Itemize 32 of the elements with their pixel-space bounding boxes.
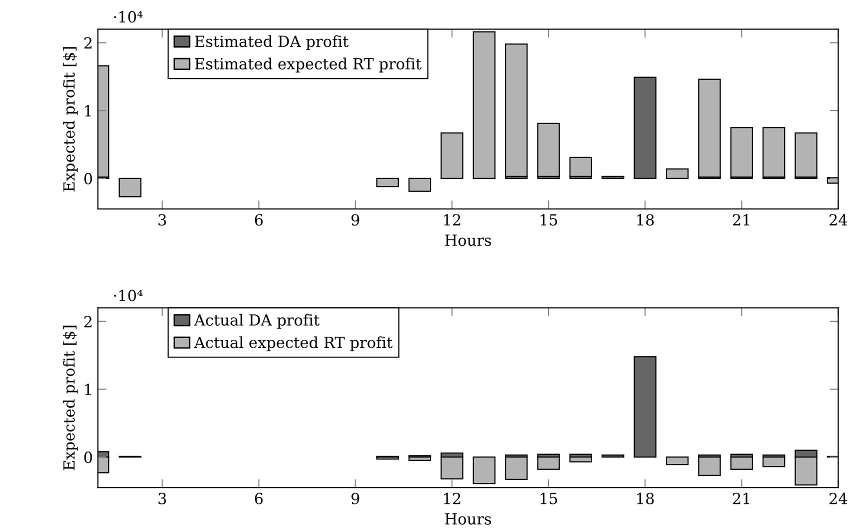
- legend-label: Estimated expected RT profit: [195, 58, 422, 72]
- text: ·10⁴: [114, 290, 143, 302]
- x-tick-label: 12: [444, 214, 460, 226]
- x-tick-label: 15: [540, 214, 558, 226]
- x-tick-label: 21: [732, 492, 750, 504]
- x-tick-label: 24: [830, 492, 848, 504]
- y-axis-title: Expected profit [$]: [62, 47, 78, 192]
- x-tick-label: 9: [351, 492, 360, 504]
- y-tick-label: 2: [84, 316, 92, 328]
- x-tick-label: 24: [830, 214, 848, 226]
- y-axis-title: Expected profit [$]: [62, 326, 78, 470]
- x-tick-label: 6: [254, 214, 263, 226]
- x-tick-label: 6: [254, 492, 263, 504]
- x-tick-label: 18: [637, 214, 654, 226]
- x-axis-title: Hours: [445, 234, 492, 246]
- legend-label: Actual expected RT profit: [194, 336, 393, 352]
- x-tick-label: 18: [637, 492, 654, 504]
- x-tick-label: 15: [540, 492, 558, 504]
- y-tick-label: 2: [84, 37, 92, 49]
- x-tick-label: 21: [732, 214, 750, 226]
- text: ·10⁴: [114, 11, 143, 23]
- x-axis-title: Hours: [445, 513, 492, 525]
- x-tick-label: 12: [444, 492, 460, 504]
- legend-label: Actual DA profit: [194, 314, 320, 329]
- y-tick-label: 0: [84, 172, 92, 184]
- y-tick-label: 0: [84, 452, 92, 464]
- x-tick-label: 3: [158, 492, 166, 504]
- x-tick-label: 9: [351, 214, 360, 226]
- y-tick-label: 1: [85, 384, 91, 396]
- legend-label: Estimated DA profit: [195, 35, 349, 50]
- x-tick-label: 3: [158, 214, 166, 226]
- y-tick-label: 1: [85, 105, 91, 116]
